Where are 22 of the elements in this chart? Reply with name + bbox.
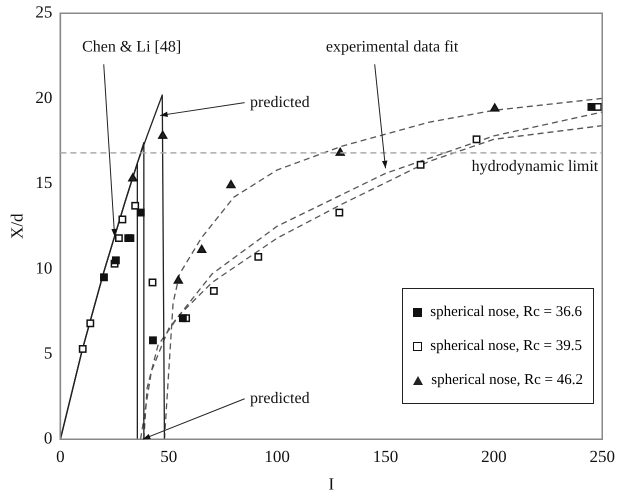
x-tick-label: 50 — [160, 446, 178, 466]
x-tick-label: 100 — [264, 446, 290, 466]
y-tick-label: 25 — [35, 2, 52, 22]
x-tick-label: 150 — [372, 446, 398, 466]
annotation: Chen & Li [48] — [82, 38, 182, 56]
x-tick-label: 200 — [481, 446, 507, 466]
y-tick-label: 5 — [44, 343, 52, 362]
annotation: experimental data fit — [326, 38, 459, 56]
legend-label: spherical nose, Rc = 39.5 — [430, 338, 582, 354]
y-tick-label: 10 — [35, 258, 52, 278]
x-tick-label: 0 — [56, 446, 65, 466]
annotation: predicted — [250, 94, 310, 111]
x-tick-label: 250 — [590, 446, 615, 466]
y-tick-label: 0 — [44, 428, 52, 448]
y-tick-label: 20 — [35, 88, 52, 107]
y-axis-title: X/d — [8, 212, 27, 239]
legend-label: spherical nose, Rc = 36.6 — [430, 304, 582, 320]
y-tick-label: 15 — [35, 173, 52, 192]
annotation: predicted — [250, 390, 310, 407]
x-axis-title: I — [328, 474, 334, 494]
ref-line-label: hydrodynamic limit — [472, 158, 599, 176]
legend-label: spherical nose, Rc = 46.2 — [431, 372, 583, 388]
